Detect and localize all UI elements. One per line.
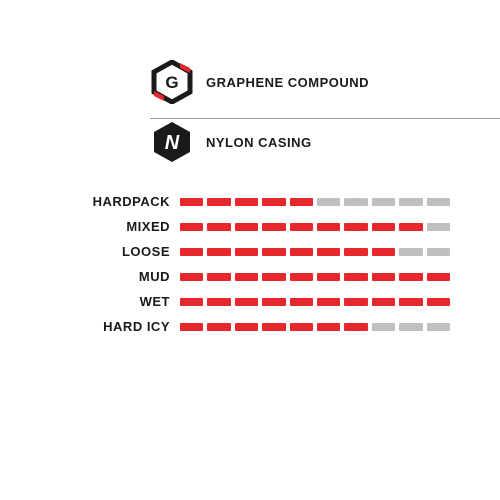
feature-nylon-label: NYLON CASING (206, 135, 312, 150)
rating-segment (262, 198, 285, 206)
rating-row-hardicy: HARD ICY (50, 319, 450, 334)
rating-bar-hardpack (180, 198, 450, 206)
nylon-icon: N (150, 120, 194, 164)
rating-segment (344, 223, 367, 231)
rating-segment (317, 273, 340, 281)
rating-segment (372, 248, 395, 256)
rating-segment (317, 323, 340, 331)
feature-graphene: G GRAPHENE COMPOUND (150, 60, 450, 104)
rating-segment (399, 248, 422, 256)
rating-segment (180, 323, 203, 331)
rating-segment (427, 223, 450, 231)
rating-segment (427, 273, 450, 281)
rating-segment (317, 248, 340, 256)
rating-segment (344, 273, 367, 281)
rating-bar-hardicy (180, 323, 450, 331)
rating-segment (427, 198, 450, 206)
rating-label-wet: WET (50, 294, 170, 309)
rating-segment (344, 323, 367, 331)
rating-segment (180, 198, 203, 206)
rating-segment (372, 323, 395, 331)
rating-segment (180, 298, 203, 306)
rating-segment (235, 273, 258, 281)
rating-segment (290, 248, 313, 256)
divider-line (150, 118, 500, 119)
rating-segment (344, 198, 367, 206)
svg-text:G: G (165, 73, 178, 92)
rating-segment (262, 298, 285, 306)
rating-segment (262, 223, 285, 231)
rating-segment (344, 248, 367, 256)
rating-segment (317, 198, 340, 206)
rating-bar-wet (180, 298, 450, 306)
rating-segment (235, 323, 258, 331)
rating-row-hardpack: HARDPACK (50, 194, 450, 209)
feature-nylon: N NYLON CASING (150, 120, 450, 164)
rating-label-hardpack: HARDPACK (50, 194, 170, 209)
rating-row-mixed: MIXED (50, 219, 450, 234)
rating-segment (290, 198, 313, 206)
rating-segment (427, 323, 450, 331)
rating-segment (235, 223, 258, 231)
feature-list: G GRAPHENE COMPOUND N NYLON CASING (150, 60, 450, 164)
svg-text:N: N (165, 132, 180, 154)
rating-segment (290, 298, 313, 306)
rating-segment (317, 298, 340, 306)
rating-segment (399, 198, 422, 206)
rating-bar-mud (180, 273, 450, 281)
rating-segment (399, 298, 422, 306)
rating-segment (207, 248, 230, 256)
rating-segment (180, 273, 203, 281)
rating-segment (427, 298, 450, 306)
rating-segment (290, 273, 313, 281)
rating-label-loose: LOOSE (50, 244, 170, 259)
rating-row-mud: MUD (50, 269, 450, 284)
rating-segment (235, 198, 258, 206)
rating-bar-loose (180, 248, 450, 256)
rating-bar-mixed (180, 223, 450, 231)
rating-segment (262, 323, 285, 331)
rating-segment (207, 298, 230, 306)
rating-label-mixed: MIXED (50, 219, 170, 234)
rating-segment (427, 248, 450, 256)
rating-segment (207, 223, 230, 231)
rating-segment (235, 298, 258, 306)
rating-segment (180, 248, 203, 256)
rating-segment (262, 248, 285, 256)
rating-segment (262, 273, 285, 281)
rating-segment (290, 223, 313, 231)
rating-label-hardicy: HARD ICY (50, 319, 170, 334)
rating-segment (399, 223, 422, 231)
rating-segment (372, 298, 395, 306)
rating-segment (372, 273, 395, 281)
rating-segment (372, 198, 395, 206)
rating-segment (207, 323, 230, 331)
rating-row-loose: LOOSE (50, 244, 450, 259)
rating-segment (399, 273, 422, 281)
graphene-icon: G (150, 60, 194, 104)
rating-segment (344, 298, 367, 306)
rating-segment (317, 223, 340, 231)
rating-segment (372, 223, 395, 231)
rating-label-mud: MUD (50, 269, 170, 284)
rating-segment (290, 323, 313, 331)
terrain-ratings: HARDPACK MIXED LOOSE MUD WET HARD ICY (50, 194, 450, 334)
rating-segment (235, 248, 258, 256)
feature-graphene-label: GRAPHENE COMPOUND (206, 75, 369, 90)
rating-segment (207, 198, 230, 206)
rating-segment (207, 273, 230, 281)
rating-segment (180, 223, 203, 231)
rating-row-wet: WET (50, 294, 450, 309)
rating-segment (399, 323, 422, 331)
